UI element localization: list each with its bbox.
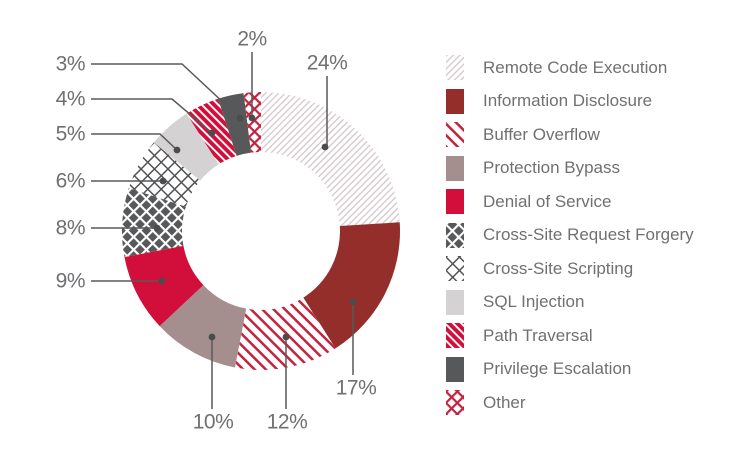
legend-label-remote-code-execution: Remote Code Execution [483,57,668,77]
leader-lines [91,52,357,409]
value-label-protection-bypass: 10% [193,411,234,434]
leader-path-traversal [91,98,213,134]
legend-label-buffer-overflow: Buffer Overflow [483,124,600,144]
leader-dot-privilege-escalation [236,114,244,122]
legend-swatch-protection-bypass [446,155,464,181]
legend-item-information-disclosure: Information Disclosure [446,85,694,119]
legend-swatch-sql-injection [446,289,464,315]
legend-item-denial-of-service: Denial of Service [446,185,694,219]
slice-denial-of-service [124,245,204,327]
legend-swatch-remote-code-execution [446,55,464,81]
legend: Remote Code Execution Information Disclos… [446,51,694,420]
legend-label-denial-of-service: Denial of Service [483,191,612,211]
legend-label-sql-injection: SQL Injection [483,292,585,312]
leader-dot-information-disclosure [349,298,357,306]
legend-swatch-privilege-escalation [446,356,464,382]
leader-dot-protection-bypass [208,333,216,341]
legend-label-other: Other [483,392,526,412]
slice-cross-site-scripting [128,142,201,207]
leader-dot-denial-of-service [158,277,166,285]
value-label-cross-site-request-forgery: 8% [56,217,85,240]
leader-dot-cross-site-scripting [159,177,167,185]
legend-swatch-other [446,390,464,416]
legend-swatch-cross-site-request-forgery [446,222,464,248]
value-label-path-traversal: 4% [56,88,85,111]
slice-cross-site-request-forgery [121,188,186,258]
legend-item-cross-site-scripting: Cross-Site Scripting [446,252,694,286]
leader-dot-other [248,114,256,122]
value-label-cross-site-scripting: 6% [56,170,85,193]
leader-dot-cross-site-request-forgery [153,224,161,232]
legend-label-privilege-escalation: Privilege Escalation [483,359,632,379]
slice-remote-code-execution [261,92,400,227]
value-label-buffer-overflow: 12% [267,411,308,434]
legend-item-protection-bypass: Protection Bypass [446,152,694,186]
value-label-remote-code-execution: 24% [307,52,348,75]
legend-label-information-disclosure: Information Disclosure [483,91,653,111]
slice-sql-injection [153,113,219,181]
value-label-other: 2% [237,28,266,51]
legend-label-protection-bypass: Protection Bypass [483,158,621,178]
donut-slices [121,92,401,371]
value-label-privilege-escalation: 3% [56,53,85,76]
value-label-denial-of-service: 9% [56,270,85,293]
legend-swatch-buffer-overflow [446,122,464,148]
legend-item-sql-injection: SQL Injection [446,286,694,320]
slice-protection-bypass [159,285,247,368]
leader-dot-sql-injection [173,146,181,154]
slice-other [243,92,261,153]
legend-item-privilege-escalation: Privilege Escalation [446,353,694,387]
legend-item-other: Other [446,386,694,420]
slice-information-disclosure [303,222,401,349]
legend-item-buffer-overflow: Buffer Overflow [446,118,694,152]
legend-swatch-cross-site-scripting [446,256,464,282]
legend-item-remote-code-execution: Remote Code Execution [446,51,694,85]
leader-sql-injection [91,133,178,151]
legend-item-path-traversal: Path Traversal [446,319,694,353]
leader-dot-buffer-overflow [282,333,290,341]
value-label-sql-injection: 5% [56,123,85,146]
slice-privilege-escalation [218,93,252,156]
legend-label-cross-site-scripting: Cross-Site Scripting [483,258,634,278]
legend-label-cross-site-request-forgery: Cross-Site Request Forgery [483,225,694,245]
percentage-labels: 24% 17% 12% 10% 9% 8% 6% 5% 4% 3% 2% [56,28,377,434]
leader-dot-path-traversal [208,129,216,137]
legend-swatch-path-traversal [446,323,464,349]
leader-privilege-escalation [91,63,241,119]
legend-swatch-information-disclosure [446,88,464,114]
legend-swatch-denial-of-service [446,189,464,215]
value-label-information-disclosure: 17% [336,377,377,400]
legend-item-cross-site-request-forgery: Cross-Site Request Forgery [446,219,694,253]
leader-dot-remote-code-execution [321,143,329,151]
legend-label-path-traversal: Path Traversal [483,325,593,345]
